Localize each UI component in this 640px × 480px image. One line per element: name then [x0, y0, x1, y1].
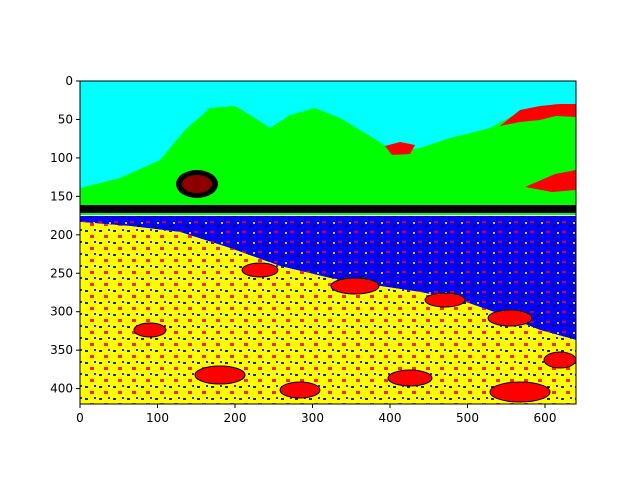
mountain-red-patch: [385, 142, 415, 155]
tree-highlight: [182, 175, 212, 193]
plot-frame: [79, 80, 577, 405]
x-tick-label: 200: [224, 411, 247, 425]
y-tick-label: 250: [50, 266, 73, 280]
flower-clusters: [133, 262, 576, 403]
y-tick-label: 100: [50, 151, 73, 165]
x-tick-label: 0: [76, 411, 84, 425]
y-tick-label: 400: [50, 382, 73, 396]
image-plot-area: [80, 81, 576, 404]
x-tick-label: 600: [534, 411, 557, 425]
x-tick-label: 400: [379, 411, 402, 425]
y-tick-label: 50: [58, 112, 73, 126]
y-tick-label: 0: [65, 74, 73, 88]
field-speckle-overlay: [80, 222, 576, 404]
x-axis: 0 100 200 300 400 500 600: [76, 404, 556, 425]
x-tick-label: 500: [456, 411, 479, 425]
x-tick-label: 100: [146, 411, 169, 425]
water-speckle-overlay: [80, 216, 576, 340]
y-tick-label: 150: [50, 189, 73, 203]
horizon-band: [80, 205, 576, 213]
y-axis: 0 50 100 150 200 250 300 350 400: [50, 74, 80, 396]
x-tick-label: 300: [301, 411, 324, 425]
y-tick-label: 200: [50, 228, 73, 242]
y-tick-label: 350: [50, 343, 73, 357]
mountain-red-accent: [500, 104, 576, 126]
y-tick-label: 300: [50, 305, 73, 319]
mountain-red-ridge: [525, 170, 576, 192]
